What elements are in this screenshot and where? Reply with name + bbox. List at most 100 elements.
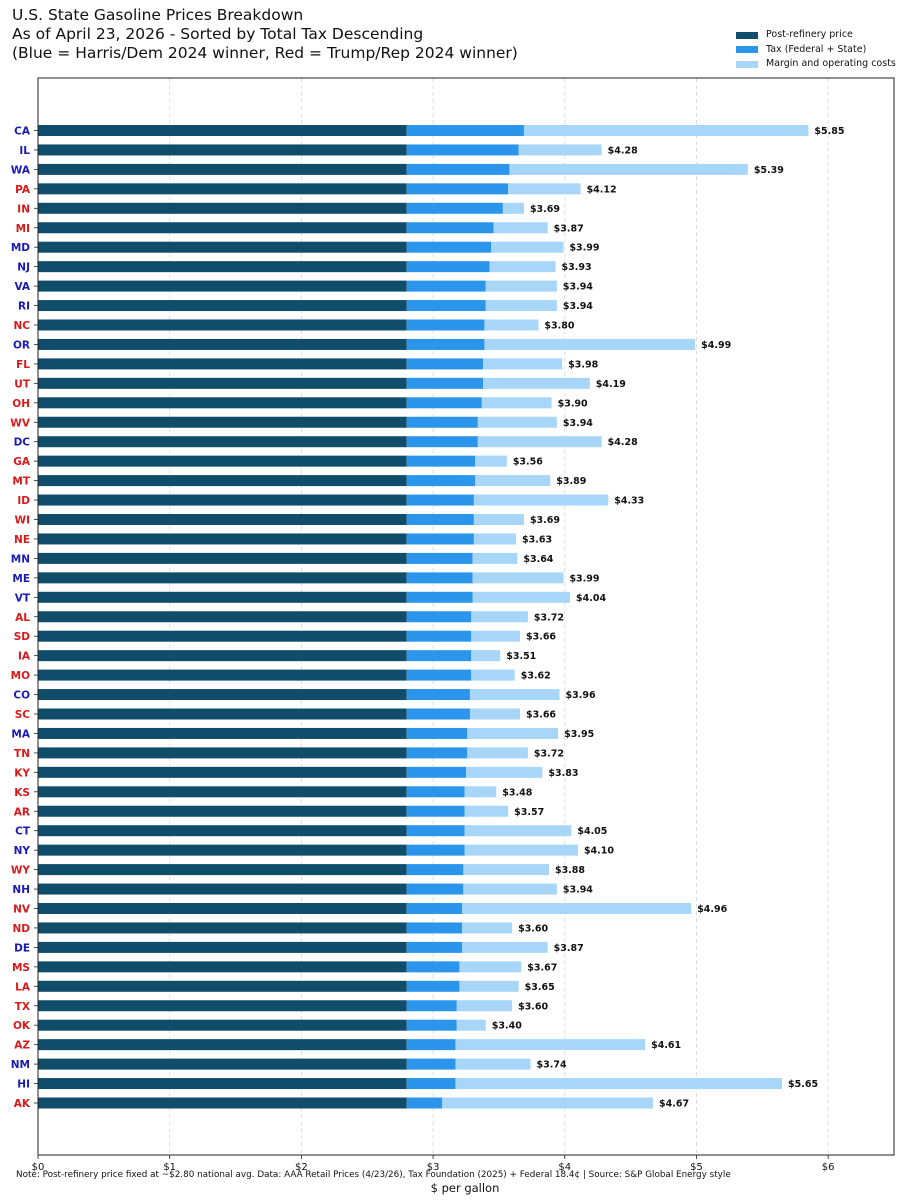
tax-bar-la [406, 980, 460, 992]
y-tick-label-sd: SD [14, 631, 31, 643]
y-tick-label-mn: MN [11, 553, 30, 565]
title-line-1: U.S. State Gasoline Prices Breakdown [12, 6, 304, 24]
post-refinery-bar-nh [38, 883, 407, 895]
total-label-nh: $3.94 [563, 885, 593, 896]
y-tick-label-nm: NM [11, 1059, 30, 1071]
post-refinery-bar-ia [38, 650, 407, 662]
tax-bar-ne [406, 533, 474, 545]
tax-bar-ny [406, 844, 465, 856]
total-label-mi: $3.87 [554, 223, 584, 234]
total-label-ga: $3.56 [513, 457, 543, 468]
margin-bar-nj [489, 261, 556, 273]
y-tick-label-ms: MS [12, 962, 30, 974]
tax-bar-pa [406, 183, 509, 195]
post-refinery-bar-wa [38, 163, 407, 175]
post-refinery-bar-ga [38, 455, 407, 467]
y-tick-label-az: AZ [14, 1040, 30, 1052]
y-tick-label-ri: RI [18, 301, 30, 313]
post-refinery-bar-ny [38, 844, 407, 856]
tax-bar-tx [406, 1000, 457, 1012]
y-tick-label-tn: TN [14, 748, 30, 760]
post-refinery-bar-oh [38, 397, 407, 409]
tax-bar-il [406, 144, 519, 156]
tax-bar-ks [406, 786, 465, 798]
total-label-ia: $3.51 [506, 651, 536, 662]
margin-bar-ga [475, 455, 507, 467]
tax-bar-nv [406, 903, 463, 914]
y-tick-label-dc: DC [14, 437, 31, 449]
total-label-sc: $3.66 [526, 710, 556, 721]
post-refinery-bar-dc [38, 436, 407, 448]
total-label-nv: $4.96 [697, 904, 727, 915]
margin-bar-ne [473, 533, 517, 545]
margin-bar-co [469, 689, 560, 701]
margin-bar-id [473, 494, 609, 506]
tax-bar-or [406, 338, 485, 350]
tax-bar-ia [406, 650, 472, 662]
post-refinery-bar-il [38, 144, 407, 156]
plot-frame [37, 77, 895, 1156]
y-tick-label-ny: NY [14, 845, 31, 857]
post-refinery-bar-ne [38, 533, 407, 545]
y-tick-label-mi: MI [16, 223, 30, 235]
post-refinery-bar-wv [38, 416, 407, 428]
total-label-ar: $3.57 [514, 807, 544, 818]
tax-bar-vt [406, 591, 473, 603]
tax-bar-al [406, 611, 472, 623]
margin-bar-ks [464, 786, 497, 798]
post-refinery-bar-la [38, 980, 407, 992]
x-tick-label-3: $3 [427, 1162, 440, 1173]
tax-bar-ok [406, 1019, 457, 1031]
tax-bar-sc [406, 708, 470, 720]
margin-bar-sd [471, 630, 520, 642]
margin-bar-vt [472, 591, 571, 603]
margin-bar-mi [493, 222, 548, 234]
margin-bar-ny [464, 844, 578, 856]
y-tick-label-md: MD [11, 242, 30, 254]
margin-bar-la [459, 980, 519, 992]
y-tick-label-ia: IA [18, 651, 31, 663]
y-tick-label-nj: NJ [17, 262, 30, 274]
post-refinery-bar-nd [38, 922, 407, 934]
tax-bar-az [406, 1039, 456, 1051]
post-refinery-bar-vt [38, 591, 407, 603]
post-refinery-bar-tn [38, 747, 407, 759]
y-tick-label-wa: WA [11, 164, 31, 176]
chart-title: U.S. State Gasoline Prices Breakdown As … [12, 6, 518, 63]
total-label-or: $4.99 [701, 340, 731, 351]
total-label-mo: $3.62 [521, 671, 551, 682]
tax-bar-mn [406, 552, 473, 564]
post-refinery-bar-sd [38, 630, 407, 642]
post-refinery-bar-in [38, 202, 407, 214]
y-tick-label-al: AL [15, 612, 30, 624]
total-label-wi: $3.69 [530, 515, 560, 526]
y-tick-label-la: LA [15, 981, 31, 993]
y-tick-label-mt: MT [12, 476, 30, 488]
tax-bar-wy [406, 864, 464, 876]
x-tick-label-4: $4 [558, 1162, 571, 1173]
margin-bar-wa [509, 163, 748, 175]
tax-bar-ct [406, 825, 465, 837]
y-tick-label-ma: MA [11, 728, 30, 740]
total-label-pa: $4.12 [587, 184, 617, 195]
tax-bar-ms [406, 961, 460, 973]
tax-bar-de [406, 941, 463, 953]
margin-bar-tx [456, 1000, 513, 1012]
y-tick-label-nv: NV [13, 904, 31, 916]
total-label-co: $3.96 [566, 690, 596, 701]
tax-bar-id [406, 494, 474, 506]
x-axis-label: $ per gallon [430, 1181, 500, 1195]
total-label-ak: $4.67 [659, 1099, 689, 1110]
post-refinery-bar-ms [38, 961, 407, 973]
y-tick-label-ct: CT [15, 826, 31, 838]
margin-bar-nh [463, 883, 557, 895]
x-tick-label-1: $1 [163, 1162, 176, 1173]
legend-label-tax: Tax (Federal + State) [766, 43, 867, 55]
total-label-in: $3.69 [530, 204, 560, 215]
post-refinery-bar-de [38, 941, 407, 953]
total-label-nm: $3.74 [537, 1060, 567, 1071]
tax-bar-co [406, 689, 470, 701]
tax-bar-in [406, 202, 503, 214]
total-label-ct: $4.05 [577, 826, 607, 837]
